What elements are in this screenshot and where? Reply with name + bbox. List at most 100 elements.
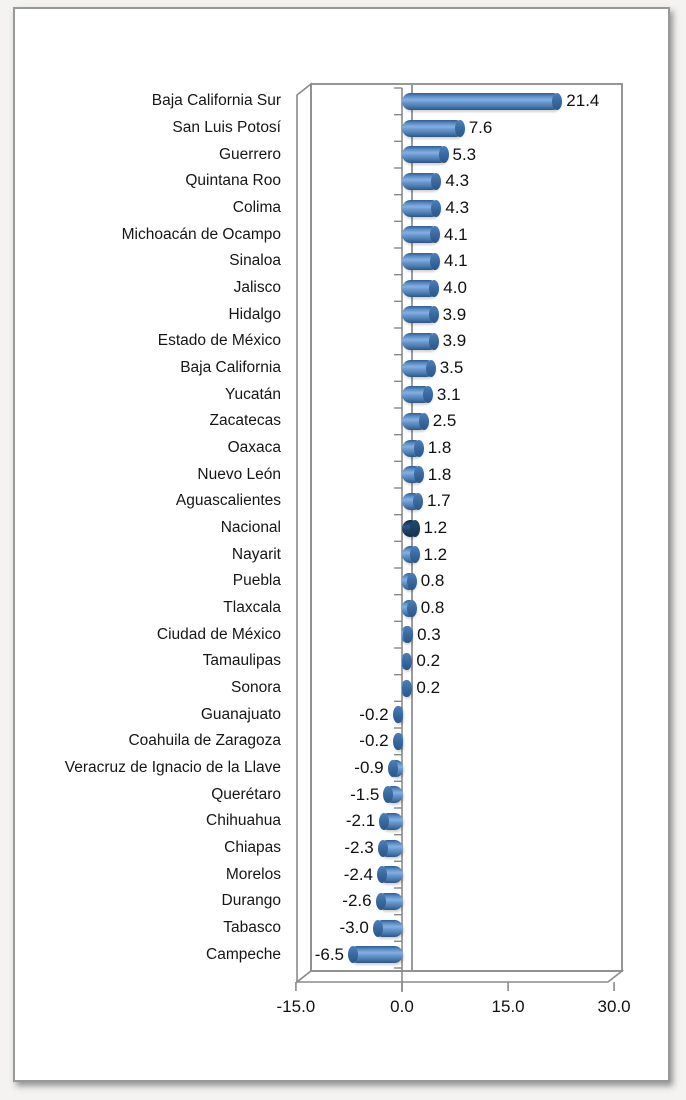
category-label: Guanajuato [200,705,281,723]
category-label: San Luis Potosí [172,119,281,136]
bar-end-cap [429,279,440,297]
bar-end-cap [413,466,424,484]
bar-value-label: 0.8 [420,598,445,617]
bar-value-label: 0.3 [417,624,441,644]
category-label: Yucatán [224,385,281,403]
bar [383,786,403,804]
bar-end-cap [413,439,424,457]
bar-value-label: -3.0 [339,918,369,937]
bar-end-cap [406,572,417,590]
bar-value-label: 3.9 [442,304,467,324]
category-label: Sonora [231,679,281,696]
bar [377,839,403,857]
category-label: Durango [221,892,281,910]
bar-end-cap [552,92,563,110]
bar [377,866,403,884]
bar [402,599,417,617]
bar-value-label: 1.2 [423,544,448,564]
category-label: Tlaxcala [223,599,281,616]
bar-value-label: -2.3 [344,838,374,857]
bar [402,332,439,350]
bar-end-cap [413,492,423,510]
category-label: Campeche [206,945,281,963]
bar [372,919,403,937]
category-label: Querétaro [211,785,281,803]
bar-end-cap [425,359,436,377]
category-label: Sinaloa [229,252,281,270]
category-label: Nayarit [231,545,281,563]
bar-value-label: 0.8 [420,571,445,591]
bar-end-cap [430,226,440,244]
bar-value-label: 4.1 [444,251,468,271]
bar-end-cap [377,839,388,857]
bar-value-label: 0.2 [416,678,441,697]
category-label: Oaxaca [227,439,281,456]
bar-value-label: 4.0 [443,278,467,297]
category-label: Baja California Sur [151,92,281,110]
category-label: Tabasco [223,919,281,936]
bar-end-cap [438,146,449,164]
category-label: Baja California [180,359,281,376]
category-label: Nuevo León [197,465,281,483]
bar-value-label: 1.7 [427,491,451,511]
bar-value-label: 3.9 [442,331,467,351]
bar-end-cap [454,119,465,137]
category-label: Tamaulipas [202,652,281,670]
bar [402,679,413,697]
bar-end-cap [392,706,403,724]
bar-value-label: 4.3 [445,171,470,191]
bar-end-cap [428,332,439,350]
bar [402,119,465,137]
bar-end-cap [409,546,420,564]
bar [402,252,440,270]
bar-end-cap [387,759,398,777]
bar [402,519,420,537]
bar [402,386,433,404]
bar-end-cap [348,946,358,964]
bar [402,492,423,510]
category-label: Chiapas [224,839,281,856]
bar [402,546,420,564]
x-tick-label: -15.0 [276,997,316,1016]
bar [402,359,436,377]
bar-value-label: -2.6 [342,891,372,911]
category-label: Estado de México [157,332,281,350]
bar-value-label: -0.2 [359,731,389,751]
bar-value-label: 1.8 [427,438,452,457]
category-label: Chihuahua [206,812,281,830]
bar-end-cap [392,732,403,750]
bar-end-cap [422,386,433,404]
category-label: Jalisco [233,279,281,296]
bar [402,439,424,457]
bar-value-label: 0.2 [416,651,441,671]
category-label: Hidalgo [228,305,281,323]
bar [348,946,403,964]
bar-end-cap [406,599,417,617]
bar-value-label: -0.2 [359,704,389,724]
bar-value-label: 1.8 [427,464,452,484]
bar-end-cap [431,199,442,217]
category-label: Michoacán de Ocampo [121,225,281,243]
bar-value-label: 3.1 [436,384,461,404]
bar-end-cap [377,866,387,884]
bar-end-cap [430,252,440,270]
bar [379,812,403,830]
bar-value-label: -2.4 [343,864,373,884]
bar-value-label: 5.3 [452,144,477,164]
bar-end-cap [431,172,442,190]
bar-value-label: 4.1 [444,224,468,244]
bar-end-cap [402,679,413,697]
bar [402,172,442,190]
bar-value-label: 4.3 [445,198,470,217]
bar [392,732,403,750]
category-label: Aguascalientes [175,492,281,510]
bar [402,572,417,590]
bar [402,306,439,324]
bar-end-cap [375,892,386,910]
bar [402,92,563,110]
bar-value-label: 7.6 [468,118,493,137]
bar-value-label: 1.2 [423,518,448,537]
bar-end-cap [402,652,413,670]
bar [402,412,429,430]
bar-value-label: 2.5 [432,411,457,431]
